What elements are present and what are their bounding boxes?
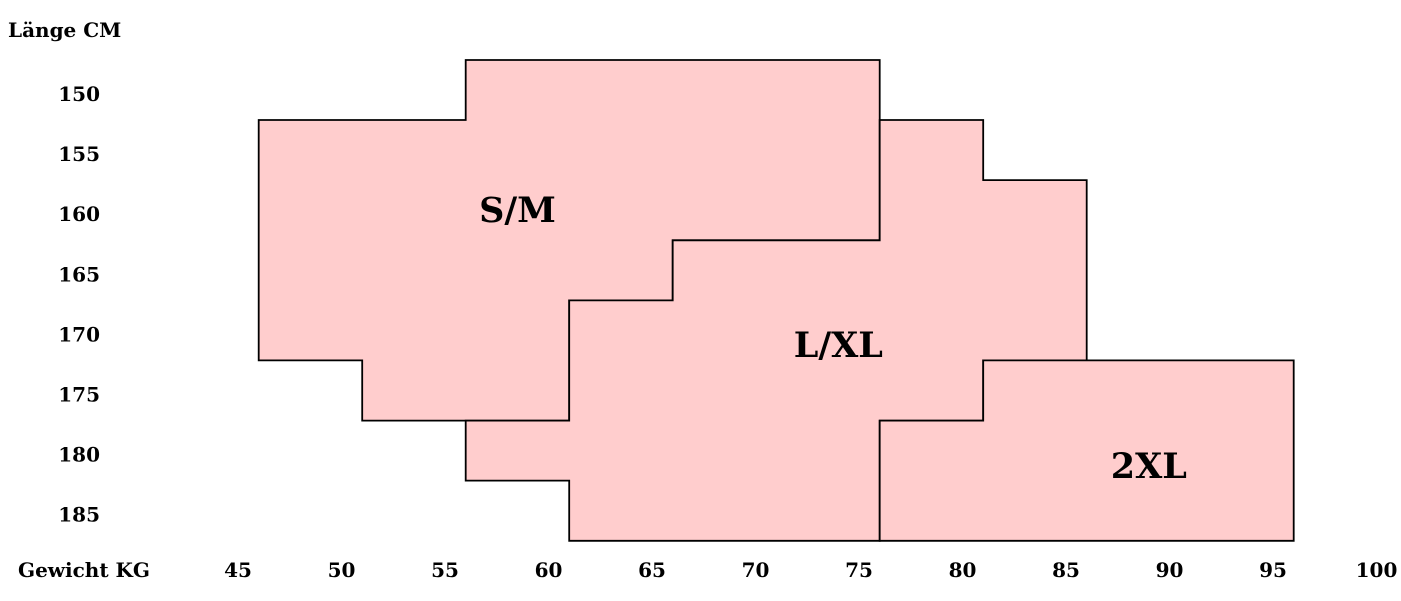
y-tick-label: 165 <box>58 262 100 286</box>
x-tick-label: 85 <box>1052 558 1080 582</box>
size-region-label-lxl: L/XL <box>794 325 883 366</box>
x-tick-label: 95 <box>1259 558 1287 582</box>
size-region-label-2xl: 2XL <box>1111 446 1187 487</box>
y-tick-label: 180 <box>58 443 100 467</box>
y-tick-label: 150 <box>58 82 100 106</box>
size-region-label-sm: S/M <box>479 190 556 231</box>
x-tick-label: 80 <box>949 558 977 582</box>
size-region-lxl <box>464 119 1088 542</box>
x-tick-label: 65 <box>638 558 666 582</box>
x-axis-title: Gewicht KG <box>18 558 150 582</box>
x-tick-label: 75 <box>845 558 873 582</box>
y-tick-label: 155 <box>58 142 100 166</box>
x-tick-label: 60 <box>535 558 563 582</box>
x-tick-label: 55 <box>431 558 459 582</box>
y-tick-label: 170 <box>58 322 100 346</box>
x-tick-label: 50 <box>328 558 356 582</box>
size-region-2xl <box>878 359 1295 542</box>
x-tick-label: 100 <box>1356 558 1398 582</box>
x-tick-label: 45 <box>224 558 252 582</box>
y-tick-label: 160 <box>58 202 100 226</box>
y-tick-label: 185 <box>58 503 100 527</box>
x-tick-label: 70 <box>742 558 770 582</box>
x-tick-label: 90 <box>1156 558 1184 582</box>
y-tick-label: 175 <box>58 383 100 407</box>
y-axis-title: Länge CM <box>8 18 121 42</box>
